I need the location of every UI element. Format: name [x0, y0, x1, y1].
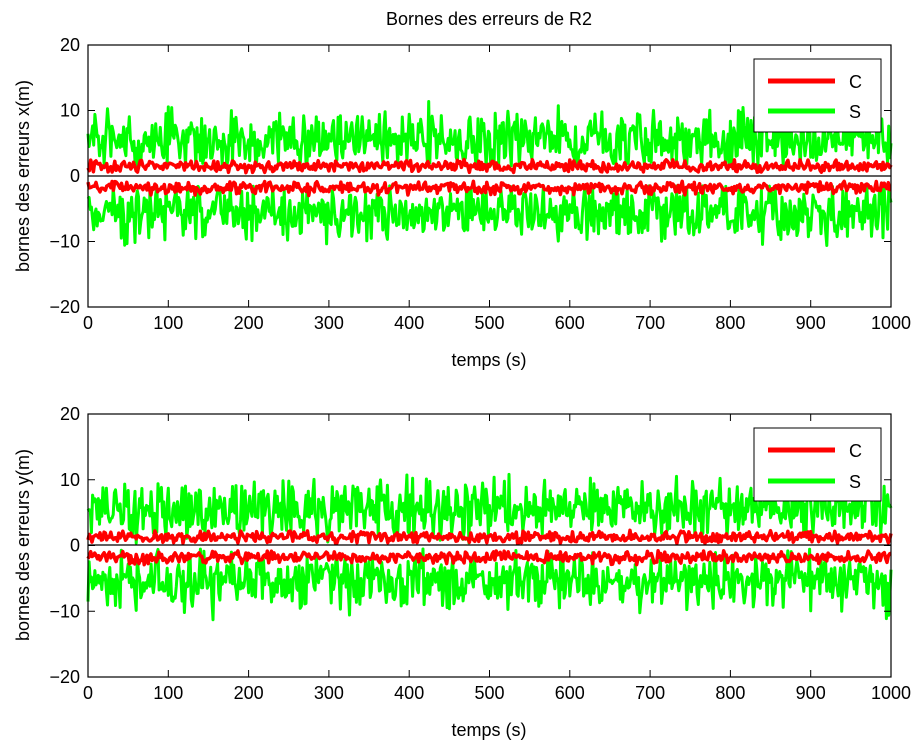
legend-box — [753, 427, 882, 502]
legend-label-s: S — [849, 472, 861, 492]
series-layer — [86, 472, 893, 622]
x-tick-label: 900 — [796, 313, 826, 333]
x-tick-label: 500 — [474, 313, 504, 333]
x-tick-label: 800 — [715, 313, 745, 333]
y-tick-label: 10 — [60, 470, 80, 490]
x-tick-label: 100 — [153, 313, 183, 333]
y-tick-label: 20 — [60, 35, 80, 55]
x-tick-label: 900 — [796, 683, 826, 703]
legend-label-c: C — [849, 441, 862, 461]
y-tick-label: −20 — [49, 297, 80, 317]
x-tick-label: 700 — [635, 313, 665, 333]
legend-label-c: C — [849, 72, 862, 92]
x-tick-label: 300 — [314, 683, 344, 703]
chart-title: Bornes des erreurs de R2 — [386, 9, 592, 29]
plot-panel-y: 0 100 200 300 400 500 600 700 800 900 1000 20100−1… — [13, 404, 911, 740]
x-axis-ticks: 0 100 200 300 400 500 600 700 800 900 1000 — [83, 45, 911, 333]
series-layer — [86, 100, 893, 247]
y-tick-label: −20 — [49, 667, 80, 687]
x-tick-label: 400 — [394, 683, 424, 703]
x-axis-label: temps (s) — [451, 350, 526, 370]
plot-panel-x: 0 100 200 300 400 500 600 700 800 900 1000 20100−1… — [13, 35, 911, 370]
x-axis-label: temps (s) — [451, 720, 526, 740]
series-s-lower-line — [86, 547, 893, 622]
legend-box — [753, 58, 882, 133]
y-tick-label: 0 — [70, 166, 80, 186]
x-tick-label: 700 — [635, 683, 665, 703]
series-s-upper-line — [86, 100, 893, 168]
y-tick-label: 0 — [70, 536, 80, 556]
x-tick-label: 600 — [555, 313, 585, 333]
series-c-lower-line — [86, 179, 892, 198]
legend: C S — [753, 58, 882, 133]
x-tick-label: 0 — [83, 313, 93, 333]
legend-label-s: S — [849, 102, 861, 122]
x-tick-label: 400 — [394, 313, 424, 333]
series-c-upper-line — [86, 157, 893, 175]
y-tick-label: 20 — [60, 404, 80, 424]
y-axis-ticks: 20 10 0 −10 −20 — [49, 404, 891, 687]
y-axis-label: bornes des erreurs y(m) — [13, 449, 33, 641]
x-tick-label: 300 — [314, 313, 344, 333]
x-tick-label: 500 — [474, 683, 504, 703]
x-tick-label: 1000 — [871, 313, 911, 333]
x-tick-label: 1000 — [871, 683, 911, 703]
x-axis-ticks: 0 100 200 300 400 500 600 700 800 900 1000 — [83, 414, 911, 703]
series-c-lower-line — [86, 549, 892, 567]
y-tick-label: −10 — [49, 232, 80, 252]
series-s-upper-line — [86, 472, 893, 545]
series-s-lower-line — [86, 184, 893, 247]
y-axis-label: bornes des erreurs x(m) — [13, 80, 33, 272]
x-tick-label: 200 — [234, 683, 264, 703]
y-tick-label: −10 — [49, 601, 80, 621]
x-tick-label: 200 — [234, 313, 264, 333]
y-tick-label: 10 — [60, 101, 80, 121]
x-tick-label: 0 — [83, 683, 93, 703]
x-tick-label: 800 — [715, 683, 745, 703]
series-c-upper-line — [86, 528, 893, 546]
x-tick-label: 600 — [555, 683, 585, 703]
x-tick-label: 100 — [153, 683, 183, 703]
y-axis-ticks: 20 10 0 −10 −20 — [49, 35, 891, 317]
legend: C S — [753, 427, 882, 502]
